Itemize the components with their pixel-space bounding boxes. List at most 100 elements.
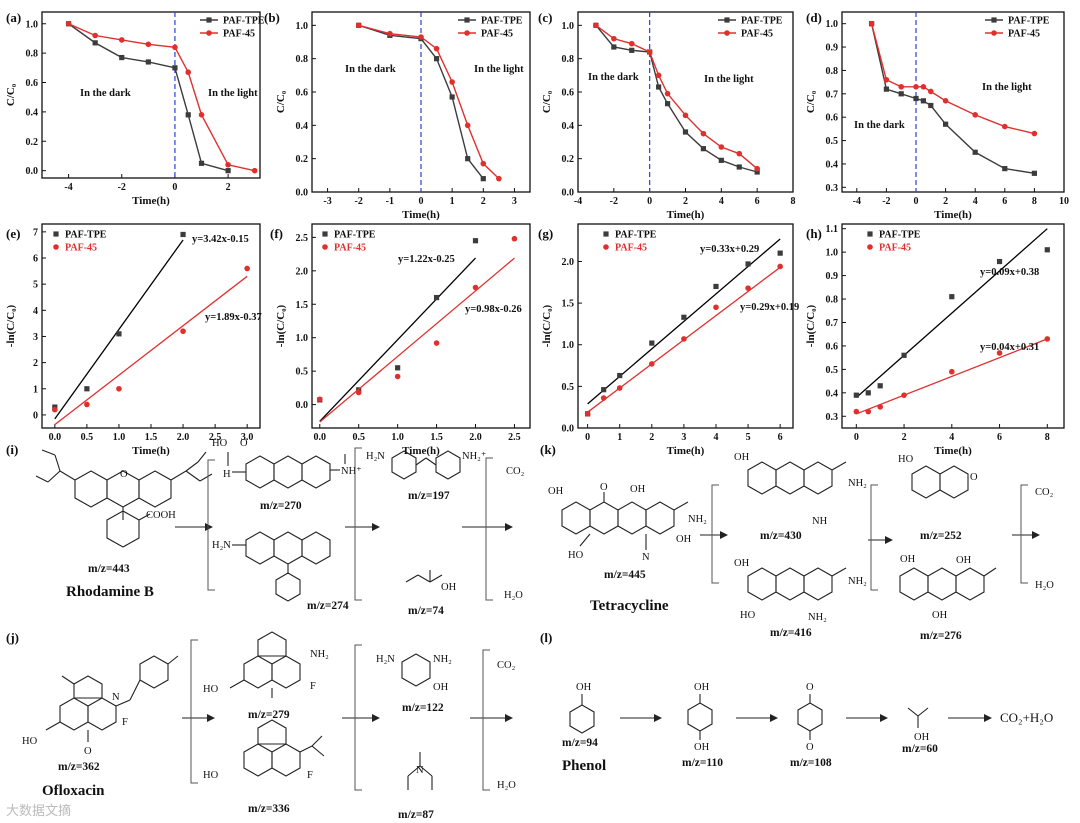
oh-label: OH (630, 484, 646, 495)
legend-marker (603, 244, 609, 250)
legend-label: PAF-45 (223, 29, 255, 40)
mz-label: m/z=276 (920, 630, 962, 642)
data-point (180, 231, 186, 238)
x-tick-label: 3.0 (241, 432, 254, 443)
hydroquinone-structure (687, 694, 713, 740)
x-tick-label: -3 (323, 196, 331, 207)
data-point (700, 146, 707, 152)
chart-a: -4 -2 0 2 0.0 0.2 0.4 0.6 0.8 1.0 Time(h) C/C₀ (a) PA… (5, 10, 265, 207)
x-tick-label: 2.5 (508, 432, 521, 443)
chart-d: -4 -2 0 2 4 6 8 10 0.3 0.4 0.5 0.6 0.7 0.8 0.9 1.0 Time(… (805, 10, 1069, 221)
data-point (996, 258, 1003, 265)
annotation: In the dark (588, 72, 639, 83)
data-point (718, 157, 724, 163)
data-point (496, 175, 502, 182)
y-tick-label: 0.0 (296, 188, 309, 199)
y-tick-label: 0.5 (562, 382, 575, 393)
legend-marker (53, 231, 59, 237)
y-tick-label: 0.8 (562, 54, 575, 65)
data-point (713, 304, 719, 311)
y-tick-label: 0.6 (562, 88, 575, 99)
legend-marker (322, 244, 328, 250)
legend-label: PAF-45 (741, 29, 773, 40)
product-label: H₂O (1035, 580, 1054, 591)
data-point (681, 336, 687, 342)
legend-label: PAF-45 (65, 243, 97, 254)
y-tick-label: 5 (33, 280, 38, 291)
y-tick-label: 1.0 (562, 21, 575, 32)
nh2-label: H₂N (212, 540, 231, 551)
data-point (92, 32, 98, 39)
data-point (655, 72, 662, 79)
data-point (449, 79, 455, 85)
oh-label: OH (676, 534, 692, 545)
data-point (656, 84, 662, 90)
mz-label: m/z=416 (770, 627, 812, 639)
y-tick-label: 0.4 (826, 388, 839, 399)
nh2-label: NH₂ (848, 478, 867, 489)
data-point (316, 396, 323, 403)
plot-frame (41, 11, 261, 179)
annotation: In the dark (345, 64, 396, 75)
data-point (116, 385, 122, 392)
x-tick-label: 0 (172, 182, 177, 193)
data-point (172, 44, 178, 51)
data-point (920, 84, 927, 90)
y-tick-label: 0.0 (562, 424, 575, 435)
legend-marker (206, 30, 212, 36)
x-tick-label: -2 (355, 196, 363, 207)
nh2-label: NH₂ (688, 514, 707, 525)
x-tick-label: 2.5 (209, 432, 222, 443)
fragment-74-structure (405, 570, 443, 583)
x-tick-label: -4 (64, 182, 72, 193)
legend-marker (867, 244, 873, 250)
fit-line-PAF-TPE (54, 239, 184, 420)
annotation: In the light (982, 82, 1032, 93)
data-point (92, 40, 98, 46)
data-point (646, 49, 653, 55)
data-point (718, 144, 725, 150)
data-point (649, 361, 655, 367)
annotation: y=0.09x+0.38 (980, 267, 1039, 278)
plot-frame (41, 223, 261, 429)
bracket (354, 447, 362, 601)
data-point (996, 350, 1003, 356)
y-axis-label: -ln(C/C₀) (541, 304, 553, 347)
y-tick-label: 0.2 (296, 154, 309, 165)
y-tick-label: 0.3 (826, 412, 839, 423)
legend-marker (867, 231, 873, 237)
compound-name-tetracycline: Tetracycline (590, 598, 669, 614)
annotation: y=3.42x-0.15 (192, 234, 249, 245)
annotation: y=0.33x+0.29 (700, 244, 759, 255)
final-products: CO₂+H₂O (1000, 710, 1053, 725)
data-point (387, 30, 393, 37)
chart-f: 0.0 0.5 1.0 1.5 2.0 2.5 0.0 0.5 1.0 1.5 2.0 2.5 Time… (270, 223, 531, 457)
y-tick-label: 4 (33, 306, 38, 317)
x-tick-label: 8 (791, 196, 796, 207)
tetracycline-structure (561, 492, 689, 550)
y-tick-label: 0.2 (562, 154, 575, 165)
mz-label: m/z=430 (760, 530, 802, 542)
data-point (713, 283, 719, 290)
mz-label: m/z=197 (408, 490, 450, 502)
compound-name-ofloxacin: Ofloxacin (42, 783, 105, 799)
y-tick-label: 0.0 (26, 166, 39, 177)
data-point (901, 392, 907, 398)
data-point (180, 328, 186, 335)
y-tick-label: 1.0 (26, 19, 39, 30)
data-point (745, 285, 751, 291)
pathway-j: (j) N F HO O m/z=362 Ofloxacin (6, 630, 516, 821)
chart-g: 0 1 2 3 4 5 6 0.0 0.5 1.0 1.5 2.0 Time(h) -ln(C/C₀) (g… (538, 223, 799, 457)
x-tick-label: 1 (450, 196, 455, 207)
x-tick-label: -2 (118, 182, 126, 193)
product-label: H₂O (497, 780, 516, 791)
mz-label: m/z=74 (408, 605, 444, 617)
y-tick-label: 1.5 (562, 299, 575, 310)
o-label: O (806, 742, 814, 753)
x-tick-label: 1.0 (113, 432, 126, 443)
data-point (145, 59, 151, 65)
mz-label: m/z=443 (88, 563, 130, 575)
y-tick-label: 0.6 (826, 113, 839, 124)
data-point (600, 395, 607, 401)
y-tick-label: 0.7 (826, 318, 839, 329)
